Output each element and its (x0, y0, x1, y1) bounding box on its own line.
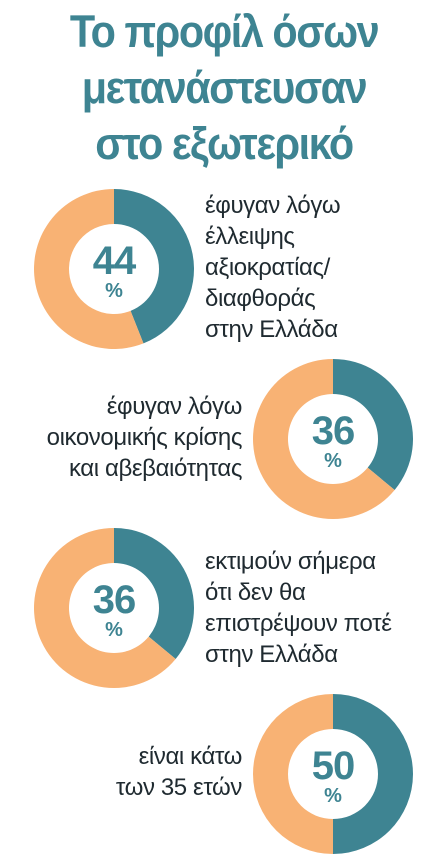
donut-chart: 36 % (253, 359, 413, 519)
percent-value: 44 (92, 239, 137, 283)
percent-sign: % (105, 280, 123, 302)
chart-caption: είναι κάτω των 35 ετών (20, 741, 242, 803)
donut-svg (34, 189, 194, 349)
caption-line: επιστρέψουν ποτέ (205, 610, 392, 637)
donut-slice-highlight (333, 359, 413, 490)
caption-line: είναι κάτω (138, 743, 243, 770)
donut-chart: 50 % (253, 694, 413, 854)
caption-line: οικονομικής κρίσης (46, 424, 243, 451)
caption-line: των 35 ετών (115, 774, 242, 801)
title-line: στο εξωτερικό (95, 118, 354, 169)
chart-caption: εκτιμούν σήμερα ότι δεν θα επιστρέψουν π… (205, 546, 392, 670)
percent-sign: % (324, 450, 342, 472)
donut-slice-highlight (333, 694, 413, 854)
caption-line: ότι δεν θα (205, 579, 306, 606)
caption-line: έφυγαν λόγω (205, 192, 341, 219)
donut-chart: 44 % (34, 189, 194, 349)
percent-sign: % (324, 785, 342, 807)
donut-slice-rest (253, 694, 333, 854)
donut-chart: 36 % (34, 528, 194, 688)
donut-svg (34, 528, 194, 688)
caption-line: αξιοκρατίας/ (205, 254, 330, 281)
percent-value: 50 (311, 744, 356, 788)
caption-line: και αβεβαιότητας (69, 455, 242, 482)
donut-svg (253, 694, 413, 854)
title-line: μετανάστευσαν (81, 62, 368, 113)
donut-slice-rest (34, 528, 176, 688)
title-line: Το προφίλ όσων (69, 6, 380, 57)
percent-sign: % (105, 619, 123, 641)
donut-slice-highlight (114, 528, 194, 659)
caption-line: εκτιμούν σήμερα (205, 548, 376, 575)
page-title: Το προφίλ όσων μετανάστευσαν στο εξωτερι… (18, 4, 430, 172)
donut-slice-rest (34, 189, 144, 349)
donut-slice-rest (253, 359, 395, 519)
chart-caption: έφυγαν λόγω οικονομικής κρίσης και αβεβα… (20, 391, 243, 484)
percent-value: 36 (311, 409, 356, 453)
caption-line: έφυγαν λόγω (106, 393, 243, 420)
donut-slice-highlight (114, 189, 194, 344)
caption-line: έλλειψης (205, 223, 295, 250)
caption-line: διαφθοράς (205, 285, 316, 312)
caption-line: στην Ελλάδα (205, 316, 338, 343)
caption-line: στην Ελλάδα (205, 641, 338, 668)
percent-value: 36 (92, 578, 137, 622)
donut-svg (253, 359, 413, 519)
chart-caption: έφυγαν λόγω έλλειψης αξιοκρατίας/ διαφθο… (205, 190, 341, 345)
